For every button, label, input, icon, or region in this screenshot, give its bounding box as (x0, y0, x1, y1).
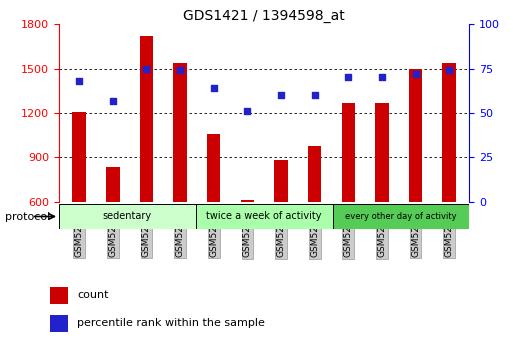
Bar (140, 36, 153, 202)
Text: percentile rank within the sample: percentile rank within the sample (77, 318, 265, 327)
Bar (409, 69, 422, 202)
Bar (207, 134, 221, 202)
Bar (241, 200, 254, 202)
Point (411, 71, 420, 77)
Point (310, 92, 319, 98)
Bar (72, 112, 86, 202)
Text: every other day of activity: every other day of activity (345, 212, 457, 221)
Text: twice a week of activity: twice a week of activity (206, 211, 322, 221)
Point (445, 68, 453, 73)
Point (344, 75, 352, 80)
Point (109, 98, 117, 103)
Bar (196, 204, 332, 229)
Title: GDS1421 / 1394598_at: GDS1421 / 1394598_at (183, 9, 345, 23)
Bar (308, 146, 321, 202)
Bar (332, 204, 469, 229)
Bar (59, 204, 196, 229)
Point (277, 92, 285, 98)
Bar (274, 160, 288, 202)
Point (210, 85, 218, 91)
Point (378, 75, 386, 80)
Bar (106, 167, 120, 202)
Point (243, 108, 251, 114)
Point (176, 68, 184, 73)
Text: sedentary: sedentary (103, 211, 152, 221)
Bar (443, 63, 456, 202)
Bar (50, 315, 68, 332)
Point (142, 66, 150, 71)
Point (75, 78, 83, 84)
Text: protocol: protocol (5, 212, 50, 221)
Bar (375, 102, 389, 202)
Bar (342, 102, 355, 202)
Bar (173, 63, 187, 202)
Text: count: count (77, 290, 109, 299)
Bar (50, 287, 68, 304)
